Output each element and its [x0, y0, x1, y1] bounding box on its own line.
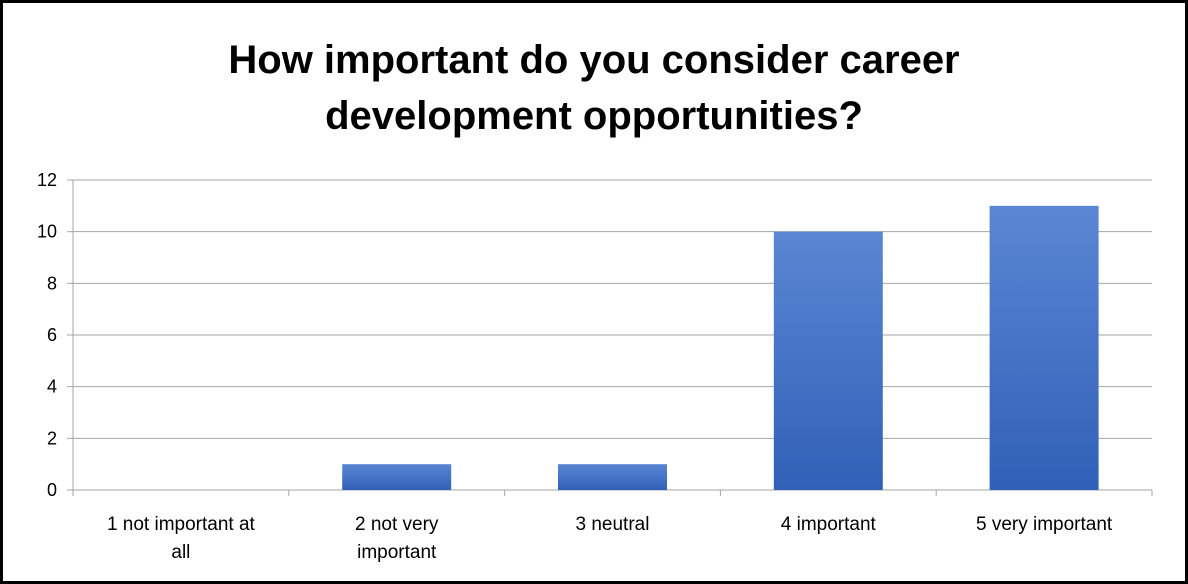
chart-title-line-1: How important do you consider career — [228, 38, 960, 82]
y-tick-label: 2 — [47, 428, 57, 448]
bars — [342, 205, 1099, 491]
x-category-label: all — [171, 542, 190, 563]
x-category-label: 3 neutral — [576, 514, 650, 535]
x-category-label: 2 not very — [355, 514, 439, 535]
y-tick-label: 12 — [37, 170, 57, 190]
x-category-label: 5 very important — [976, 514, 1113, 535]
x-category-label: 4 important — [781, 514, 877, 535]
gridlines — [73, 179, 1152, 439]
bar-2 — [342, 464, 452, 490]
x-category-label: 1 not important at — [107, 514, 256, 535]
bar-3 — [558, 464, 667, 490]
labels: 0 2 4 6 8 10 12 1 not important at all 2 not very… — [37, 170, 1113, 563]
axes — [67, 179, 1153, 496]
y-tick-label: 8 — [47, 273, 57, 293]
y-tick-label: 0 — [47, 480, 57, 500]
bar-5 — [989, 205, 1099, 491]
chart-title: How important do you consider career dev… — [0, 32, 1188, 144]
y-tick-label: 10 — [37, 222, 57, 242]
bar-4 — [773, 231, 883, 490]
chart-title-line-2: development opportunities? — [325, 94, 863, 138]
x-category-label: important — [357, 542, 437, 563]
y-tick-label: 6 — [47, 325, 57, 345]
y-tick-label: 4 — [47, 377, 57, 397]
